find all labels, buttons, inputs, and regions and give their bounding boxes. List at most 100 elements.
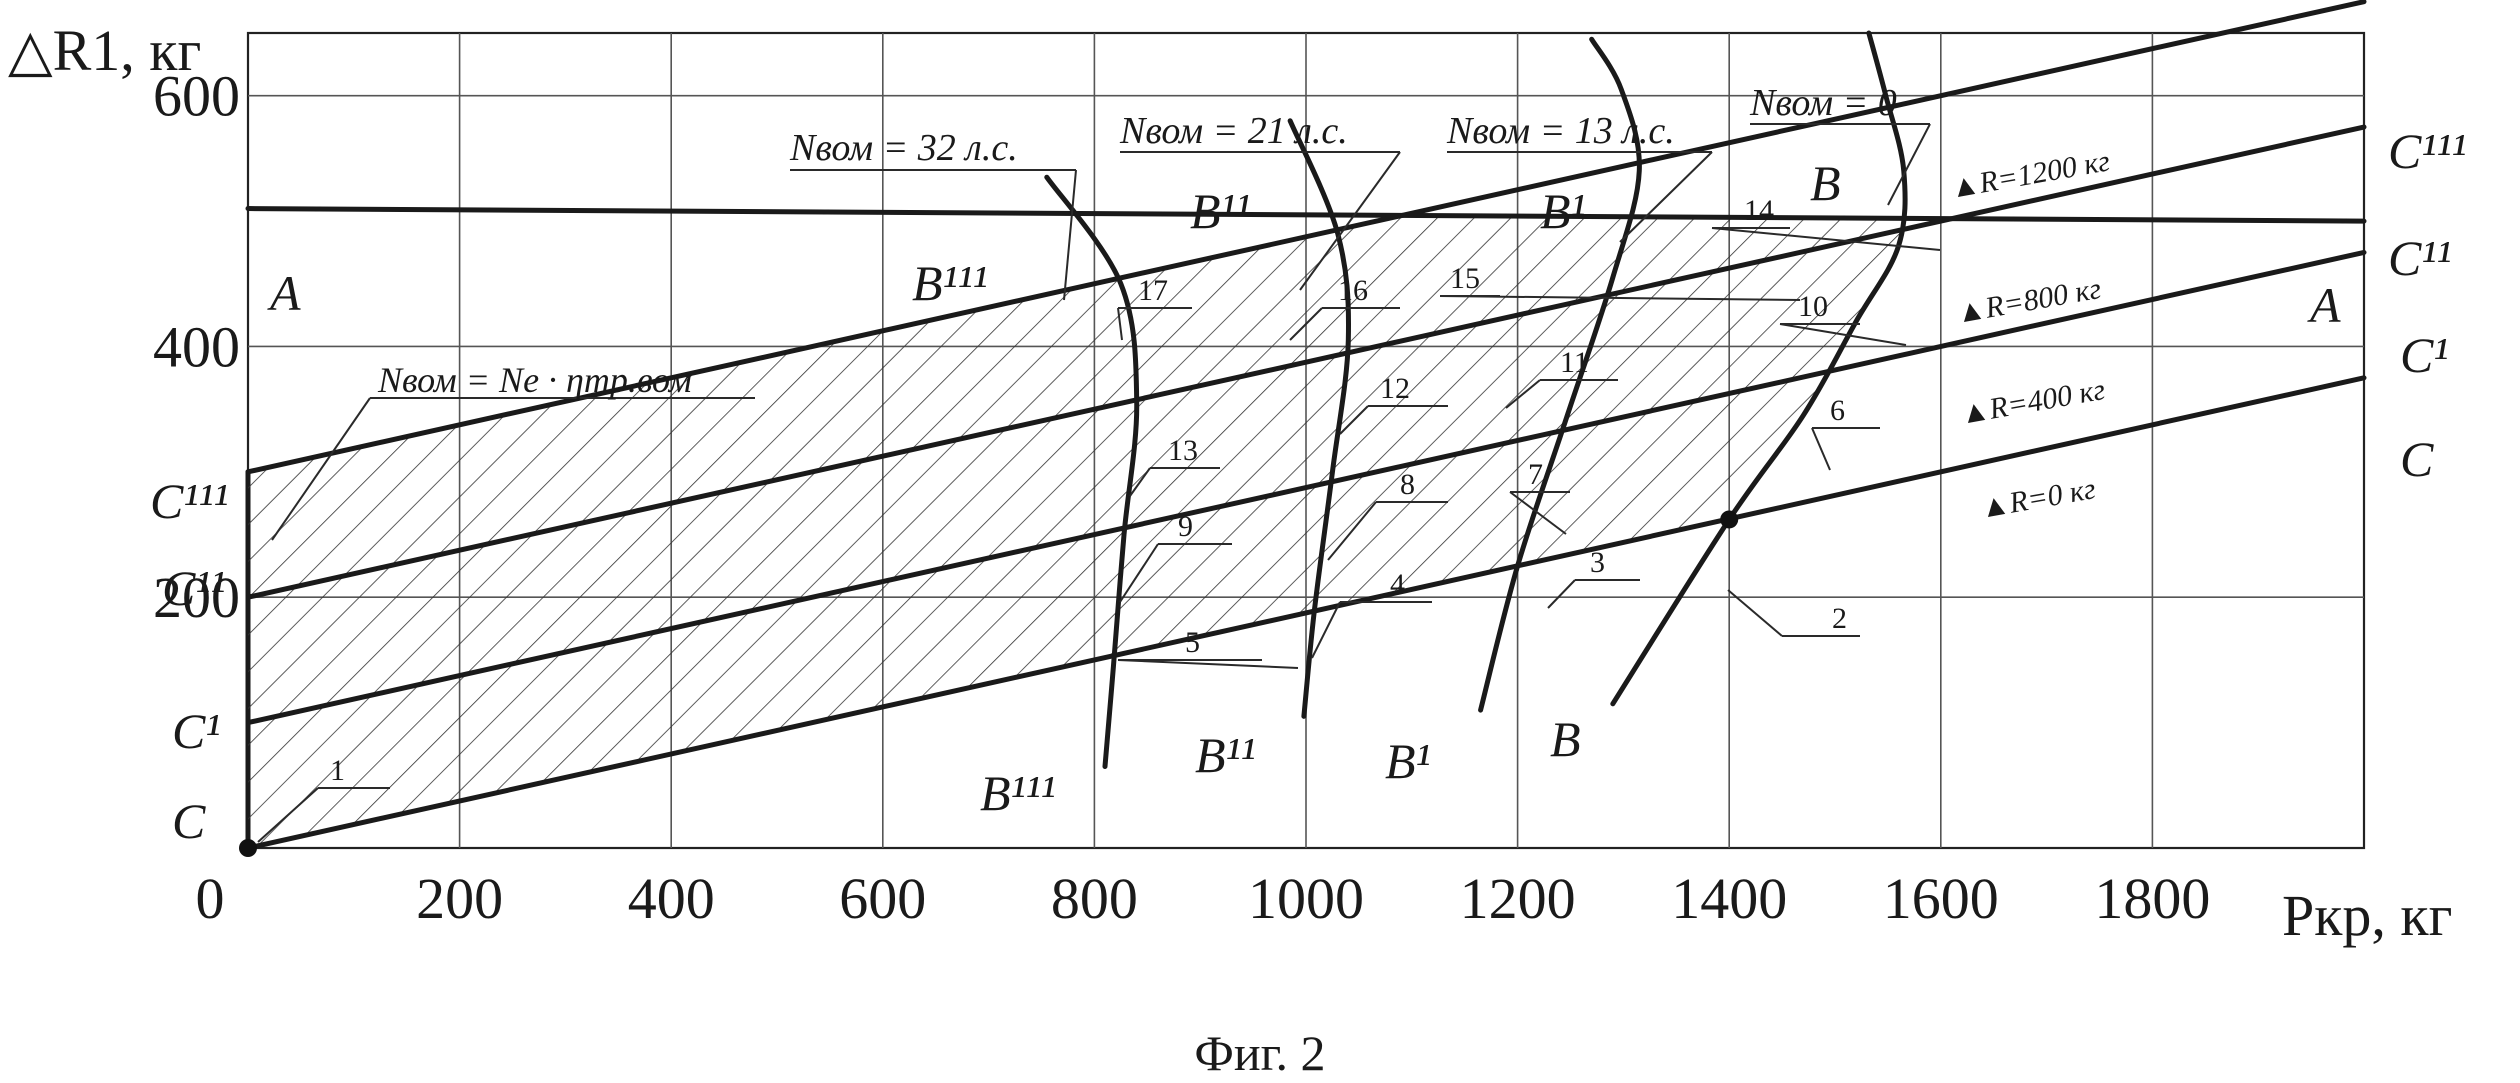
nvom-label-b111: Nвом = 32 л.с. — [789, 127, 1018, 169]
leader-line-7 — [1509, 491, 1567, 535]
number-label-14: 14 — [1744, 194, 1774, 227]
hatch-area — [248, 215, 1904, 848]
nvom-leader-0 — [1063, 169, 1077, 301]
lines — [245, 0, 2367, 851]
number-label-15: 15 — [1450, 262, 1480, 295]
curve-label-bottom-b1: B¹ — [1385, 733, 1431, 789]
number-label-16: 16 — [1338, 274, 1368, 307]
nvom-label-b11: Nвом = 21 л.с. — [1119, 110, 1348, 152]
number-label-2: 2 — [1832, 602, 1847, 635]
line-labels: A A C C C¹ C¹ C¹¹ C¹¹ C¹¹¹ C¹¹¹ — [150, 123, 2466, 849]
param-label-c11: ▲R=800 кг — [1953, 272, 2103, 330]
line-label-left-c111: C¹¹¹ — [150, 473, 228, 529]
line-label-right-c111: C¹¹¹ — [2388, 123, 2466, 179]
curve-label-bottom-b: B — [1550, 711, 1581, 767]
leader-line-10 — [1779, 323, 1907, 346]
number-label-5: 5 — [1185, 626, 1200, 659]
line-label-right-a: A — [2307, 277, 2341, 333]
number-label-13: 13 — [1168, 434, 1198, 467]
line-c1 — [245, 249, 2367, 726]
curve-label-bottom-b111: B¹¹¹ — [980, 765, 1056, 821]
y-tick-200: 200 — [153, 565, 240, 630]
nvom-formula: Nвом = Ne · ηтр.вом — [377, 360, 692, 400]
leader-line-8 — [1327, 501, 1377, 561]
number-label-12: 12 — [1380, 372, 1410, 405]
curve-label-bottom-b11: B¹¹ — [1195, 727, 1256, 783]
curve-label-top-b1: B¹ — [1540, 183, 1586, 239]
x-tick-200: 200 — [416, 866, 503, 931]
x-tick-1800: 1800 — [2094, 866, 2210, 931]
number-label-3: 3 — [1590, 546, 1605, 579]
leader-line-1 — [257, 787, 319, 843]
x-axis-title: Pкр, кг — [2282, 883, 2452, 948]
line-label-right-c1: C¹ — [2400, 327, 2448, 383]
x-tick-600: 600 — [839, 866, 926, 931]
points — [239, 510, 1739, 857]
number-label-6: 6 — [1830, 394, 1845, 427]
x-tick-1000: 1000 — [1248, 866, 1364, 931]
leader-line-15 — [1439, 295, 1801, 301]
point-2 — [1720, 510, 1739, 529]
y-tick-labels: 200 400 600 — [153, 64, 240, 631]
point-0 — [239, 839, 257, 857]
y-axis-title: △R1, кг — [8, 18, 201, 83]
line-c — [245, 375, 2367, 851]
leader-line-5 — [1117, 659, 1299, 669]
param-label-c111: ▲R=1200 кг — [1947, 144, 2112, 205]
number-label-9: 9 — [1178, 510, 1193, 543]
line-label-right-c: C — [2400, 431, 2434, 487]
leader-line-6 — [1811, 427, 1831, 471]
nvom-label-b1: Nвом = 13 л.с. — [1446, 110, 1675, 152]
line-label-left-a: A — [267, 265, 301, 321]
x-tick-1200: 1200 — [1460, 866, 1576, 931]
curve-b11 — [1287, 118, 1352, 719]
number-label-1: 1 — [330, 754, 345, 787]
curve-b111 — [1044, 174, 1140, 769]
x-tick-labels: 0 200 400 600 800 1000 1200 1400 1600 1800 — [196, 866, 2211, 931]
hatched-region — [248, 215, 1904, 848]
leader-line-4 — [1311, 601, 1341, 659]
line-a — [245, 206, 2367, 224]
leader-line-9 — [1119, 543, 1159, 603]
x-tick-1400: 1400 — [1671, 866, 1787, 931]
number-label-10: 10 — [1798, 290, 1828, 323]
x-tick-400: 400 — [628, 866, 715, 931]
x-tick-1600: 1600 — [1883, 866, 1999, 931]
line-label-left-c11: C¹¹ — [162, 560, 225, 616]
curve-b — [1610, 30, 1908, 707]
leader-line-2 — [1727, 589, 1783, 637]
leaders — [257, 123, 1941, 843]
nvom-leader-4 — [271, 397, 371, 541]
leader-line-16 — [1289, 307, 1323, 341]
curves — [1044, 30, 1908, 769]
nvom-leader-1 — [1299, 151, 1401, 291]
number-label-8: 8 — [1400, 468, 1415, 501]
param-label-c: ▲R=0 кг — [1977, 472, 2098, 525]
nvom-leader-3 — [1887, 123, 1931, 206]
nvom-leader-2 — [1619, 151, 1713, 243]
curve-label-top-b11: B¹¹ — [1190, 183, 1251, 239]
curve-label-top-b: B — [1810, 155, 1841, 211]
line-c111 — [245, 0, 2367, 475]
x-tick-800: 800 — [1051, 866, 1138, 931]
number-label-7: 7 — [1528, 458, 1543, 491]
leader-line-17 — [1117, 307, 1123, 341]
y-tick-400: 400 — [153, 314, 240, 379]
leader-line-12 — [1339, 405, 1369, 435]
curve-label-top-b111: B¹¹¹ — [912, 255, 988, 311]
curve-labels: B B B¹ B¹ B¹¹ B¹¹ B¹¹¹ B¹¹¹ — [912, 155, 1841, 821]
line-label-left-c1: C¹ — [172, 703, 220, 759]
line-label-right-c11: C¹¹ — [2388, 230, 2451, 286]
nvom-label-b: Nвом = 0 — [1749, 82, 1897, 124]
leader-line-13 — [1129, 467, 1151, 497]
number-label-11: 11 — [1560, 346, 1589, 379]
leader-line-11 — [1505, 379, 1541, 409]
x-tick-0: 0 — [196, 866, 225, 931]
leader-line-14 — [1711, 227, 1941, 251]
figure-caption: Фиг. 2 — [1194, 1025, 1325, 1081]
number-label-17: 17 — [1138, 274, 1168, 307]
line-label-left-c: C — [172, 793, 206, 849]
param-label-c1: ▲R=400 кг — [1957, 373, 2107, 431]
